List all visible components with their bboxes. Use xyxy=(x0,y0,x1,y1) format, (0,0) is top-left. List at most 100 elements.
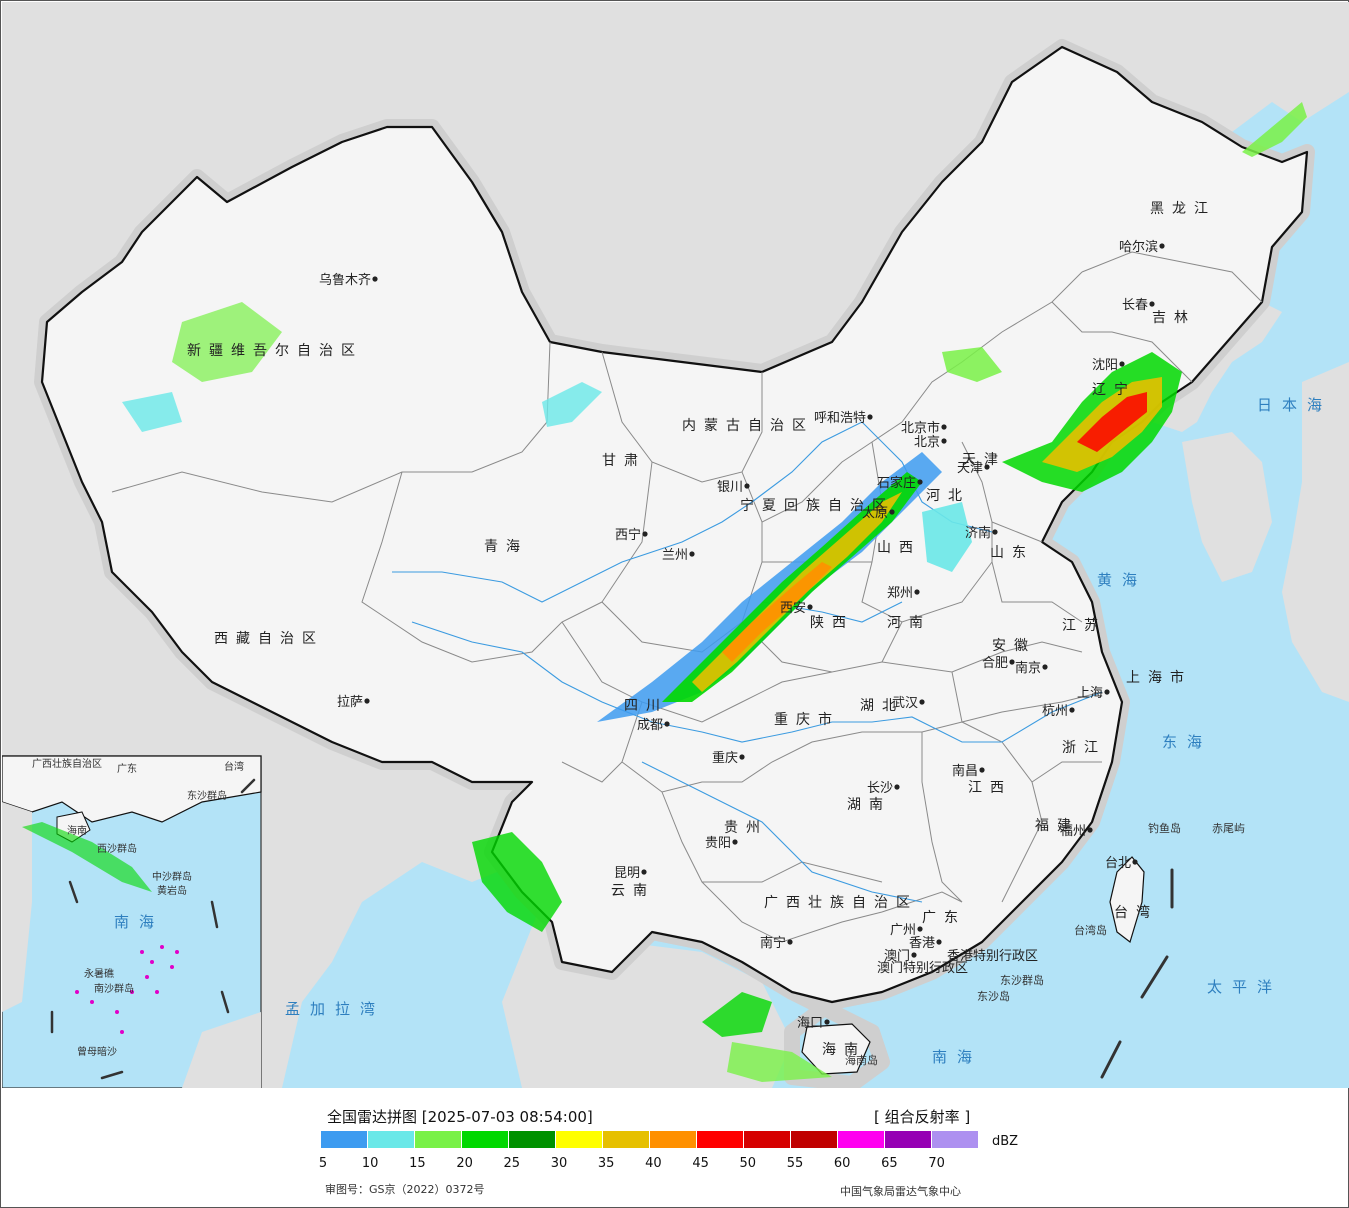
city-label-19: 上海 xyxy=(1077,686,1103,701)
island-label-0: 钓鱼岛 xyxy=(1148,821,1181,835)
inset-label-dongsha: 东沙群岛 xyxy=(187,789,227,802)
legend-swatch-6 xyxy=(603,1131,649,1148)
province-label-28: 上海市 xyxy=(1126,669,1192,686)
maritime-boundary-dashes xyxy=(1100,868,1174,1079)
island-label-1: 赤尾屿 xyxy=(1212,822,1245,835)
legend-swatch-8 xyxy=(697,1131,743,1148)
city-label-21: 武汉 xyxy=(892,696,918,711)
sea-label-4: 太平洋 xyxy=(1207,978,1282,996)
legend-unit: dBZ xyxy=(992,1134,1019,1149)
province-label-29: 宁夏回族自治区 xyxy=(740,497,894,514)
city-label-16: 西安 xyxy=(780,601,806,616)
city-dot-3 xyxy=(689,551,695,557)
province-label-0: 新疆维吾尔自治区 xyxy=(187,343,363,359)
city-dot-31 xyxy=(917,926,923,932)
approval-number: 审图号：GS京（2022）0372号 xyxy=(325,1183,485,1196)
city-label-31: 广州 xyxy=(890,923,916,938)
inset-label-nansha: 南沙群岛 xyxy=(94,982,134,995)
special-region-label-1: 澳门特别行政区 xyxy=(877,960,968,976)
city-label-7: 长春 xyxy=(1122,298,1148,313)
legend-swatch-13 xyxy=(932,1131,978,1148)
city-dot-12 xyxy=(917,479,923,485)
province-label-12: 河南 xyxy=(887,615,931,631)
city-label-12: 石家庄 xyxy=(877,475,916,491)
inset-label-zhongsha: 中沙群岛 xyxy=(152,870,192,883)
province-label-19: 江西 xyxy=(968,780,1012,796)
hainan-island xyxy=(801,1023,871,1075)
province-label-8: 河北 xyxy=(926,488,970,504)
city-label-28: 贵阳 xyxy=(705,836,731,851)
city-dot-0 xyxy=(372,276,378,282)
province-label-4: 内蒙古自治区 xyxy=(682,418,814,434)
city-dot-11 xyxy=(984,464,990,470)
province-label-26: 海南 xyxy=(822,1042,866,1058)
city-dot-29 xyxy=(641,869,647,875)
province-label-22: 贵州 xyxy=(724,820,768,836)
city-label-20: 杭州 xyxy=(1042,704,1068,719)
city-dot-6 xyxy=(1159,243,1165,249)
inset-label-south-sea: 南海 xyxy=(114,913,164,931)
legend-tick-9: 50 xyxy=(739,1156,757,1171)
province-label-25: 广东 xyxy=(922,910,966,926)
legend-swatch-11 xyxy=(838,1131,884,1148)
province-label-24: 广西壮族自治区 xyxy=(764,895,918,911)
radar-echoes xyxy=(122,102,1307,1082)
inset-label-hainan: 海南 xyxy=(67,824,87,837)
province-label-9: 山西 xyxy=(877,540,921,556)
city-label-32: 香港 xyxy=(909,936,935,951)
province-label-13: 江苏 xyxy=(1062,618,1106,634)
island-label-2: 台湾岛 xyxy=(1074,923,1107,937)
city-dot-7 xyxy=(1149,301,1155,307)
legend-tick-6: 35 xyxy=(597,1156,615,1171)
city-label-29: 昆明 xyxy=(614,866,640,881)
province-label-14: 安徽 xyxy=(992,638,1036,654)
city-dot-5 xyxy=(867,414,873,420)
inset-label-xisha: 西沙群岛 xyxy=(97,842,137,855)
city-dot-24 xyxy=(894,784,900,790)
city-label-0: 乌鲁木齐 xyxy=(319,272,371,288)
city-dot-21 xyxy=(919,699,925,705)
province-label-15: 湖北 xyxy=(860,698,904,714)
legend-swatch-2 xyxy=(415,1131,461,1148)
legend-tick-3: 20 xyxy=(456,1156,473,1171)
sea-label-0: 黄海 xyxy=(1097,571,1147,589)
province-label-11: 山东 xyxy=(990,545,1034,561)
legend-tick-4: 25 xyxy=(503,1156,521,1171)
province-label-10: 陕西 xyxy=(810,615,854,631)
city-dot-10 xyxy=(941,424,947,430)
city-dot-13 xyxy=(889,509,895,515)
province-label-23: 云南 xyxy=(611,883,655,899)
city-dot-34 xyxy=(824,1019,830,1025)
city-dot-1 xyxy=(364,698,370,704)
city-label-17: 合肥 xyxy=(982,656,1008,671)
city-dot-17 xyxy=(1009,659,1015,665)
city-label-30: 南宁 xyxy=(760,935,786,951)
city-dot-23 xyxy=(739,754,745,760)
city-dot-25 xyxy=(979,767,985,773)
province-label-5: 黑龙江 xyxy=(1150,201,1216,217)
province-label-16: 四川 xyxy=(624,698,668,714)
sea-label-3: 日本海 xyxy=(1257,396,1332,414)
city-dot-19 xyxy=(1104,689,1110,695)
province-label-3: 甘肃 xyxy=(602,453,646,469)
province-label-27: 台湾 xyxy=(1114,904,1158,921)
city-label-4: 银川 xyxy=(717,480,743,495)
sea-label-1: 东海 xyxy=(1162,733,1212,751)
inset-label-guangxi: 广西壮族自治区 xyxy=(32,757,102,770)
legend-tick-1: 10 xyxy=(361,1156,379,1171)
city-label-25: 南昌 xyxy=(952,763,978,779)
city-dot-14 xyxy=(992,529,998,535)
city-dot-22 xyxy=(664,721,670,727)
taiwan-island xyxy=(1109,856,1145,944)
city-dot-18 xyxy=(1042,664,1048,670)
province-label-17: 重庆市 xyxy=(774,711,840,728)
legend-swatch-12 xyxy=(885,1131,931,1148)
legend-tick-7: 40 xyxy=(645,1156,662,1171)
city-dot-8 xyxy=(1119,361,1125,367)
legend-tick-12: 65 xyxy=(881,1156,898,1171)
province-label-2: 青海 xyxy=(484,539,528,555)
province-label-20: 浙江 xyxy=(1062,740,1106,756)
